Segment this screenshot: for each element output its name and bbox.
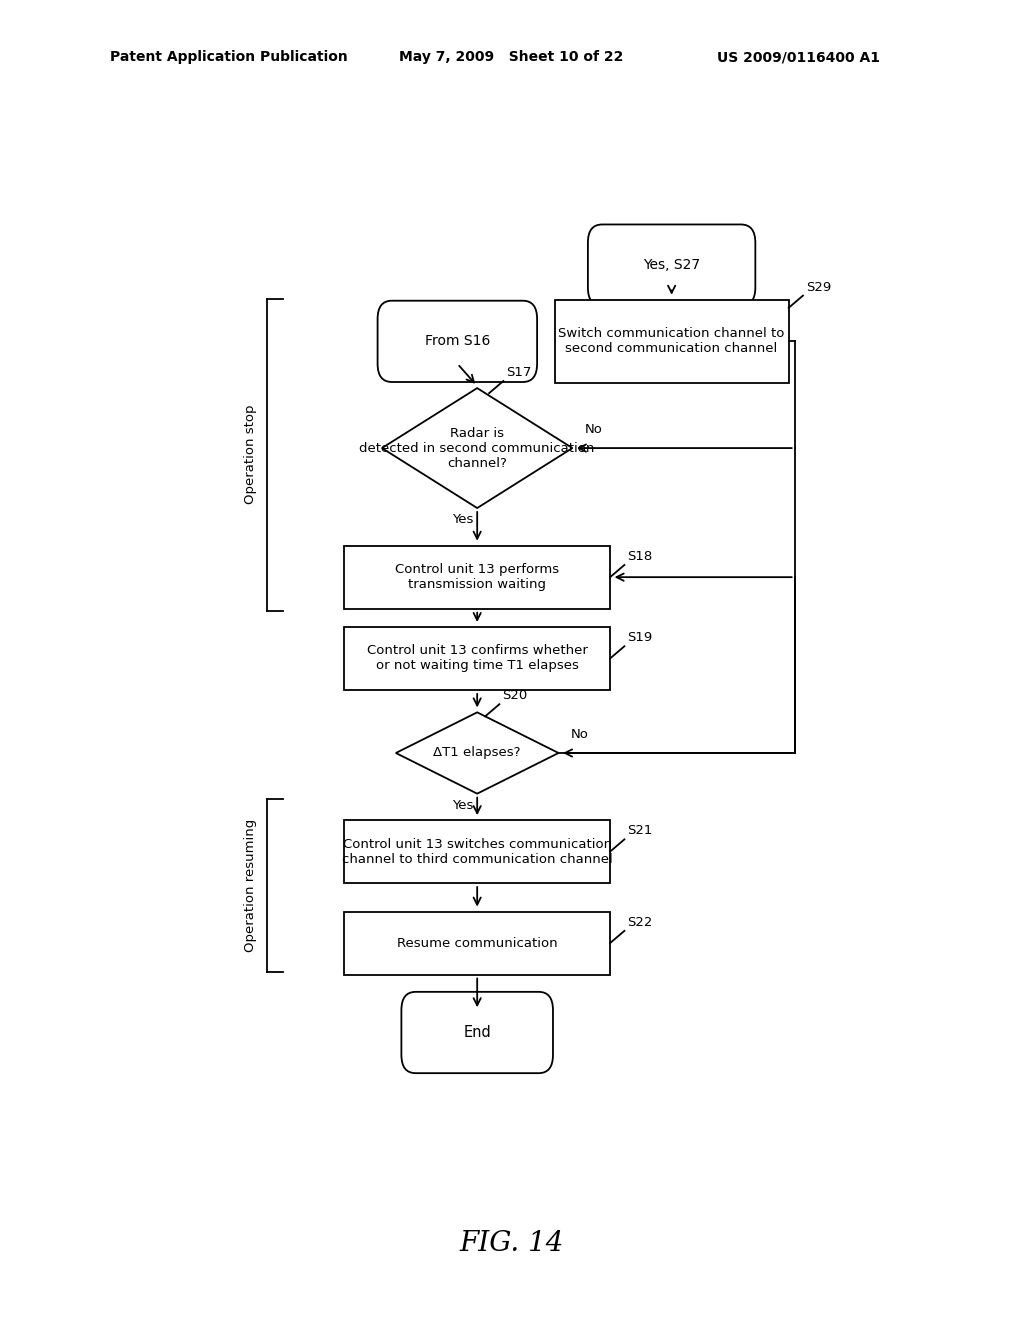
Text: End: End: [463, 1026, 492, 1040]
Text: Control unit 13 confirms whether
or not waiting time T1 elapses: Control unit 13 confirms whether or not …: [367, 644, 588, 672]
Text: S20: S20: [503, 689, 527, 702]
FancyBboxPatch shape: [401, 991, 553, 1073]
FancyBboxPatch shape: [555, 300, 788, 383]
Text: Operation resuming: Operation resuming: [245, 818, 257, 952]
Text: S18: S18: [628, 550, 653, 562]
Polygon shape: [382, 388, 572, 508]
Text: Radar is
detected in second communication
channel?: Radar is detected in second communicatio…: [359, 426, 595, 470]
Text: Control unit 13 performs
transmission waiting: Control unit 13 performs transmission wa…: [395, 564, 559, 591]
Text: US 2009/0116400 A1: US 2009/0116400 A1: [717, 50, 880, 65]
Text: Control unit 13 switches communication
channel to third communication channel: Control unit 13 switches communication c…: [342, 838, 612, 866]
Text: Switch communication channel to
second communication channel: Switch communication channel to second c…: [558, 327, 784, 355]
FancyBboxPatch shape: [378, 301, 538, 381]
Text: Yes: Yes: [453, 513, 473, 527]
FancyBboxPatch shape: [588, 224, 756, 306]
Text: S29: S29: [806, 281, 831, 293]
FancyBboxPatch shape: [344, 912, 610, 974]
Text: ΔT1 elapses?: ΔT1 elapses?: [433, 747, 521, 759]
FancyBboxPatch shape: [344, 545, 610, 609]
Text: Yes: Yes: [453, 799, 473, 812]
Text: S21: S21: [628, 825, 653, 837]
Text: Patent Application Publication: Patent Application Publication: [110, 50, 347, 65]
Text: May 7, 2009   Sheet 10 of 22: May 7, 2009 Sheet 10 of 22: [399, 50, 624, 65]
Text: S22: S22: [628, 916, 653, 929]
Text: From S16: From S16: [425, 334, 490, 348]
Text: S17: S17: [507, 366, 531, 379]
Text: Operation stop: Operation stop: [245, 405, 257, 504]
Text: Resume communication: Resume communication: [397, 937, 557, 949]
FancyBboxPatch shape: [344, 820, 610, 883]
Text: FIG. 14: FIG. 14: [460, 1230, 564, 1257]
FancyBboxPatch shape: [344, 627, 610, 690]
Text: S19: S19: [628, 631, 653, 644]
Text: No: No: [570, 727, 589, 741]
Polygon shape: [396, 713, 558, 793]
Text: No: No: [585, 422, 602, 436]
Text: Yes, S27: Yes, S27: [643, 259, 700, 272]
